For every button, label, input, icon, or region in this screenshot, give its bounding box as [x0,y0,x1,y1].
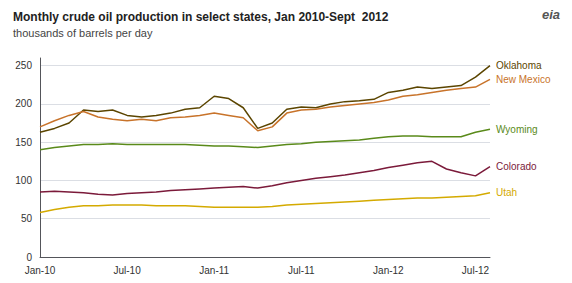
svg-text:Jan-12: Jan-12 [373,265,404,276]
svg-text:Colorado: Colorado [496,161,537,172]
svg-text:200: 200 [15,98,32,109]
svg-text:0: 0 [26,252,32,263]
svg-text:thousands of barrels per day: thousands of barrels per day [13,27,153,39]
svg-text:250: 250 [15,60,32,71]
svg-text:Utah: Utah [496,187,517,198]
svg-text:50: 50 [21,213,33,224]
svg-text:Jul-10: Jul-10 [113,265,141,276]
svg-text:Jul-11: Jul-11 [288,265,315,276]
svg-text:Jan-10: Jan-10 [25,265,56,276]
svg-text:Jul-12: Jul-12 [462,265,490,276]
svg-text:eia: eia [542,7,560,22]
svg-text:Wyoming: Wyoming [496,124,538,135]
svg-text:Monthly crude oil production i: Monthly crude oil production in select s… [13,10,389,24]
svg-text:Oklahoma: Oklahoma [496,60,542,71]
svg-text:100: 100 [15,175,32,186]
svg-text:Jan-11: Jan-11 [199,265,229,276]
svg-text:New Mexico: New Mexico [496,74,551,85]
svg-text:150: 150 [15,137,32,148]
